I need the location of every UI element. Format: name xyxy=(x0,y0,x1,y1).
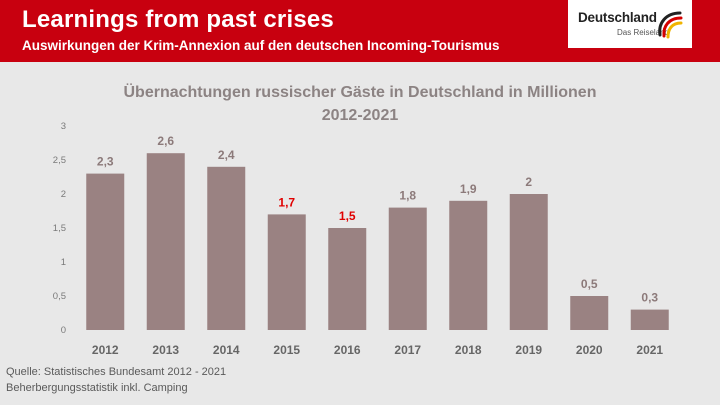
bar-value-label: 2,6 xyxy=(157,134,174,148)
y-tick-label: 2 xyxy=(61,189,66,200)
bar xyxy=(328,228,367,330)
y-tick-label: 0 xyxy=(61,325,66,336)
x-tick-label: 2017 xyxy=(394,343,421,357)
bar xyxy=(570,296,609,330)
bar xyxy=(146,153,185,330)
logo-wordmark: Deutschland xyxy=(578,10,657,25)
bar-value-label: 2,4 xyxy=(218,148,235,162)
page-title: Learnings from past crises xyxy=(22,6,334,33)
y-tick-label: 2,5 xyxy=(53,155,66,166)
bar xyxy=(267,214,306,330)
bar-value-label: 2 xyxy=(525,175,532,189)
x-tick-label: 2012 xyxy=(92,343,119,357)
bar-value-label: 2,3 xyxy=(97,155,114,169)
bar xyxy=(630,309,669,330)
bar-value-label: 0,5 xyxy=(581,277,598,291)
bar xyxy=(449,200,488,330)
x-tick-label: 2019 xyxy=(515,343,542,357)
x-tick-label: 2020 xyxy=(576,343,603,357)
flag-swoosh-icon xyxy=(658,11,683,39)
bar xyxy=(509,194,548,330)
source-line-2: Beherbergungsstatistik inkl. Camping xyxy=(6,382,188,394)
deutschland-logo: Deutschland Das Reiseland xyxy=(568,0,692,48)
bar-value-label: 1,9 xyxy=(460,182,477,196)
x-tick-label: 2021 xyxy=(636,343,663,357)
source-line-1: Quelle: Statistisches Bundesamt 2012 - 2… xyxy=(6,366,227,378)
bar xyxy=(86,173,125,330)
y-tick-label: 1,5 xyxy=(53,223,66,234)
bar-value-label: 0,3 xyxy=(641,291,658,305)
y-tick-label: 3 xyxy=(61,121,66,132)
chart-title: Übernachtungen russischer Gäste in Deuts… xyxy=(123,84,597,101)
x-tick-label: 2013 xyxy=(152,343,179,357)
bar xyxy=(207,166,246,330)
x-tick-label: 2015 xyxy=(273,343,300,357)
chart-subtitle: 2012-2021 xyxy=(321,107,399,124)
y-tick-label: 0,5 xyxy=(53,291,66,302)
x-tick-label: 2014 xyxy=(213,343,240,357)
bar-value-label: 1,5 xyxy=(339,209,356,223)
bar xyxy=(388,207,427,330)
logo-tagline: Das Reiseland xyxy=(617,28,670,37)
y-tick-label: 1 xyxy=(61,257,66,268)
bar-value-label: 1,7 xyxy=(278,195,295,209)
bar-value-label: 1,8 xyxy=(399,189,416,203)
page-subtitle: Auswirkungen der Krim-Annexion auf den d… xyxy=(22,38,500,53)
x-tick-label: 2018 xyxy=(455,343,482,357)
x-tick-label: 2016 xyxy=(334,343,361,357)
